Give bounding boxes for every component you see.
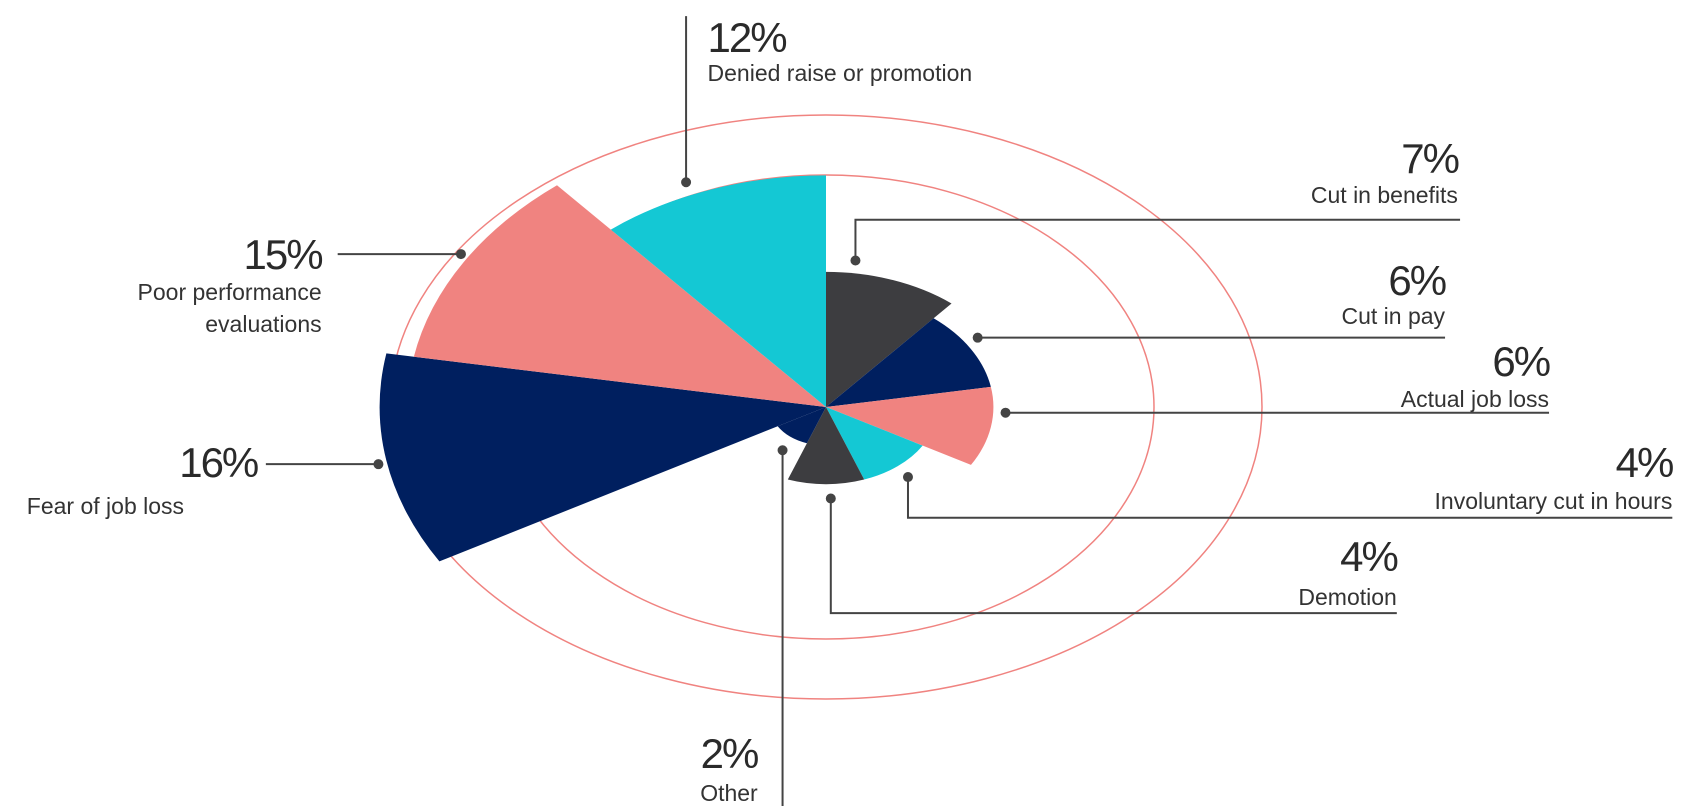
value-label: 6%	[1388, 256, 1447, 304]
value-label: 4%	[1615, 439, 1675, 487]
leader-dot	[972, 332, 983, 343]
leader-dot	[825, 493, 836, 504]
leader-dot	[777, 445, 788, 456]
value-label: 7%	[1401, 134, 1460, 182]
wedge	[610, 175, 826, 407]
category-label: Actual job loss	[1400, 385, 1550, 412]
value-label: 12%	[707, 13, 788, 61]
leaders	[265, 16, 1673, 806]
leader-line	[906, 477, 1673, 519]
wedge	[826, 271, 952, 407]
leader-dot	[902, 472, 913, 483]
wedge	[413, 185, 826, 407]
wedges	[379, 175, 994, 562]
leader-dot	[1000, 407, 1011, 418]
category-label: Demotion	[1298, 584, 1397, 611]
category-label: Fear of job loss	[26, 492, 185, 519]
value-label: 15%	[243, 231, 324, 279]
category-label: Denied raise or promotion	[707, 59, 973, 86]
category-label: Cut in pay	[1341, 303, 1446, 330]
category-label: Cut in benefits	[1310, 182, 1458, 209]
wedge	[379, 353, 826, 562]
value-label: 2%	[700, 729, 760, 777]
wedge	[826, 386, 994, 465]
leader-line	[854, 218, 1461, 261]
category-label: Poor performance evaluations	[137, 278, 322, 337]
leader-dot	[850, 255, 861, 266]
category-label: Involuntary cut in hours	[1434, 487, 1673, 514]
leader-dot	[455, 249, 466, 260]
leader-dot	[681, 177, 692, 188]
wedge	[777, 407, 826, 444]
category-label: Other	[700, 780, 758, 807]
wedge	[787, 407, 865, 485]
value-label: 6%	[1492, 338, 1551, 386]
value-label: 4%	[1340, 533, 1399, 581]
value-label: 16%	[179, 439, 259, 487]
leader-line	[829, 498, 1397, 615]
wedge	[826, 407, 923, 480]
leader-dot	[373, 459, 384, 470]
wedge	[826, 318, 991, 407]
